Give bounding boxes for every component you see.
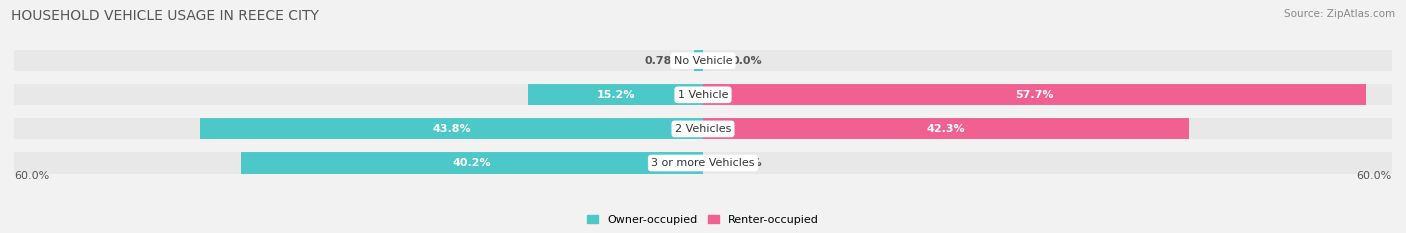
Text: 57.7%: 57.7% bbox=[1015, 90, 1053, 100]
Text: 60.0%: 60.0% bbox=[14, 171, 49, 181]
Text: 43.8%: 43.8% bbox=[432, 124, 471, 134]
Text: 3 or more Vehicles: 3 or more Vehicles bbox=[651, 158, 755, 168]
Bar bbox=[695, 50, 703, 71]
Bar bbox=[242, 152, 703, 174]
Bar bbox=[14, 49, 1392, 72]
Text: 60.0%: 60.0% bbox=[1357, 171, 1392, 181]
Bar bbox=[14, 117, 1392, 140]
Text: No Vehicle: No Vehicle bbox=[673, 56, 733, 66]
Bar bbox=[529, 84, 703, 105]
Text: 15.2%: 15.2% bbox=[596, 90, 636, 100]
Text: 1 Vehicle: 1 Vehicle bbox=[678, 90, 728, 100]
Text: Source: ZipAtlas.com: Source: ZipAtlas.com bbox=[1284, 9, 1395, 19]
Text: 0.0%: 0.0% bbox=[731, 56, 762, 66]
Bar bbox=[200, 118, 703, 140]
Text: 2 Vehicles: 2 Vehicles bbox=[675, 124, 731, 134]
Bar bbox=[14, 151, 1392, 175]
Bar bbox=[703, 118, 1188, 140]
Bar bbox=[14, 83, 1392, 106]
Text: 42.3%: 42.3% bbox=[927, 124, 965, 134]
Text: 0.0%: 0.0% bbox=[731, 158, 762, 168]
Text: 0.78%: 0.78% bbox=[644, 56, 682, 66]
Legend: Owner-occupied, Renter-occupied: Owner-occupied, Renter-occupied bbox=[582, 210, 824, 229]
Bar bbox=[703, 84, 1365, 105]
Text: 40.2%: 40.2% bbox=[453, 158, 492, 168]
Text: HOUSEHOLD VEHICLE USAGE IN REECE CITY: HOUSEHOLD VEHICLE USAGE IN REECE CITY bbox=[11, 9, 319, 23]
